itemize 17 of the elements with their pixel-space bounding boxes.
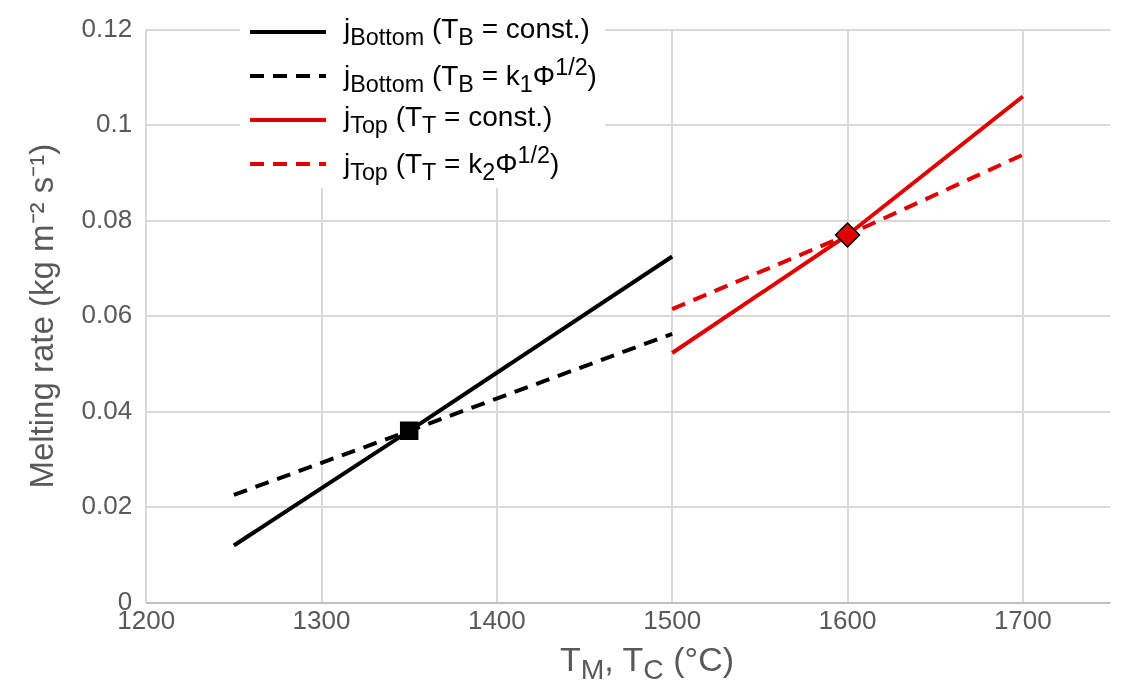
x-tick-label: 1300 <box>292 604 351 635</box>
legend-label: j$_{Bottom}$ (T$_{B}$ = const.) <box>344 13 590 51</box>
x-tick-label: 1500 <box>643 604 702 635</box>
y-tick-label: 0.04 <box>81 394 133 425</box>
legend-label: j$_{Top}$ (T$_{T}$ = const.) <box>344 101 553 139</box>
x-tick-label: 1400 <box>467 604 526 635</box>
x-tick-label: 1600 <box>818 604 877 635</box>
y-tick-label: 0.02 <box>81 490 133 521</box>
text: j$_{Top}$ (T$_{T}$ = k$_{2}$Φ$^{1/2}$) <box>344 142 560 185</box>
x-axis-title: T$_{M}$, T$_{C}$ (°C) <box>558 640 736 686</box>
y-tick-label: 0.06 <box>81 299 133 330</box>
y-tick-label: 0.08 <box>81 203 133 234</box>
x-tick-label: 1700 <box>993 604 1052 635</box>
y-axis-title: Melting rate (kg m⁻² s⁻¹) <box>22 143 60 489</box>
text: j$_{Bottom}$ (T$_{B}$ = k$_{1}$Φ$^{1/2}$) <box>344 54 597 97</box>
y-tick-label: 0.1 <box>96 108 133 139</box>
y-tick-label: 0.12 <box>81 12 133 43</box>
